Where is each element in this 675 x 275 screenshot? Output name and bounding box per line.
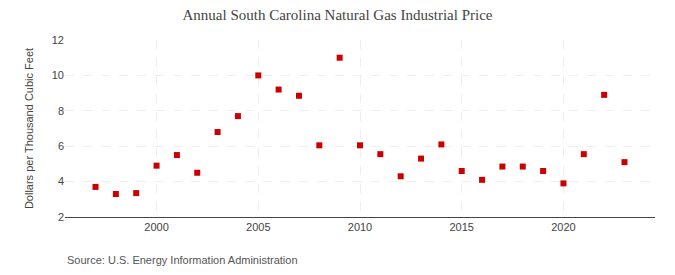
svg-text:4: 4 xyxy=(58,175,64,187)
svg-text:2005: 2005 xyxy=(246,221,270,233)
svg-text:8: 8 xyxy=(58,105,64,117)
svg-text:Dollars per Thousand Cubic Fee: Dollars per Thousand Cubic Feet xyxy=(23,48,35,209)
svg-text:2015: 2015 xyxy=(449,221,473,233)
svg-text:Source: U.S. Energy Informatio: Source: U.S. Energy Information Administ… xyxy=(67,254,298,266)
svg-text:Annual South Carolina Natural: Annual South Carolina Natural Gas Indust… xyxy=(183,7,493,23)
svg-text:10: 10 xyxy=(52,69,64,81)
svg-text:12: 12 xyxy=(52,34,64,46)
svg-text:2000: 2000 xyxy=(144,221,168,233)
svg-text:2010: 2010 xyxy=(348,221,372,233)
svg-text:6: 6 xyxy=(58,140,64,152)
svg-text:2020: 2020 xyxy=(551,221,575,233)
svg-text:2: 2 xyxy=(58,211,64,223)
